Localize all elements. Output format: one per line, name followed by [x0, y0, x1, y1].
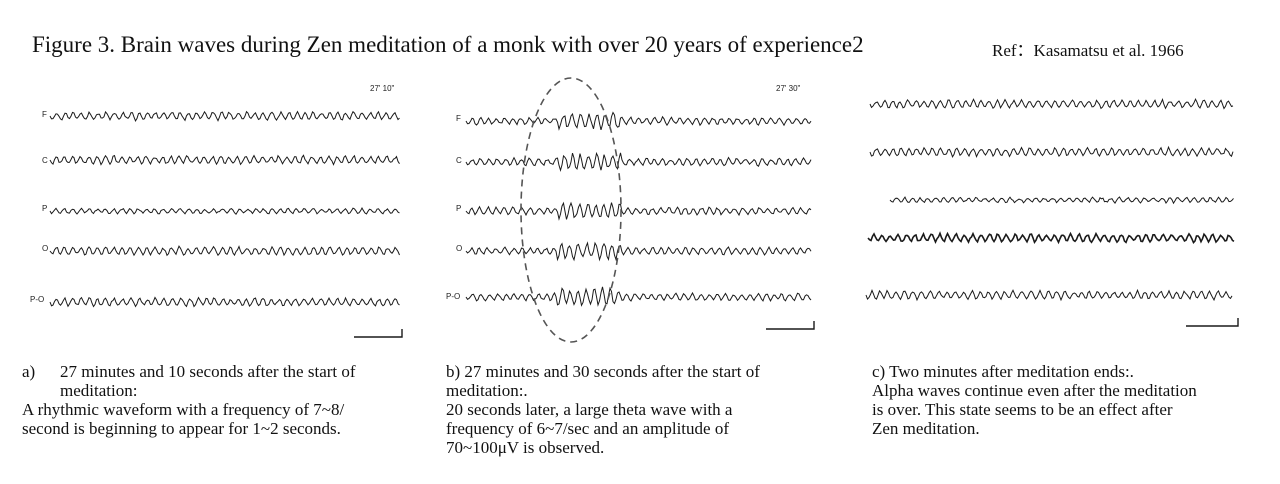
eeg-panel-b: 27' 30" F C P O P-O	[446, 77, 836, 350]
caption-a: a) 27 minutes and 10 seconds after the st…	[22, 362, 422, 438]
caption-a-body-1: A rhythmic waveform with a frequency of …	[22, 400, 345, 419]
eeg-trace-c	[465, 151, 812, 172]
channel-label-o: O	[456, 244, 463, 253]
eeg-panel-c	[865, 80, 1256, 350]
channel-label-c: C	[456, 156, 462, 165]
time-label-a: 27' 10"	[370, 84, 395, 93]
channel-label-p-o: P-O	[30, 295, 45, 304]
eeg-trace-4	[867, 231, 1235, 245]
scale-bar-a	[354, 329, 403, 338]
channel-label-f: F	[42, 110, 47, 119]
eeg-trace-o	[465, 241, 812, 262]
caption-c-line-3: is over. This state seems to be an effec…	[872, 400, 1173, 419]
channel-label-p: P	[456, 204, 462, 213]
eeg-traces-b	[465, 77, 815, 343]
eeg-traces-a	[49, 110, 403, 338]
caption-c: c) Two minutes after meditation ends:. A…	[872, 362, 1272, 438]
caption-b-line-4: frequency of 6~7/sec and an amplitude of	[446, 419, 729, 438]
eeg-trace-p	[49, 206, 400, 216]
eeg-trace-1	[869, 97, 1234, 110]
caption-b: b) 27 minutes and 30 seconds after the s…	[446, 362, 846, 457]
caption-b-line-1: b) 27 minutes and 30 seconds after the s…	[446, 362, 760, 381]
caption-c-line-1: c) Two minutes after meditation ends:.	[872, 362, 1134, 381]
eeg-trace-3	[889, 196, 1234, 205]
theta-burst-highlight-ellipse	[520, 77, 622, 343]
channel-label-p-o: P-O	[446, 292, 461, 301]
channel-label-p: P	[42, 204, 48, 213]
caption-marker-a: a)	[22, 362, 36, 381]
time-label-b: 27' 30"	[776, 84, 801, 93]
eeg-trace-p-o	[465, 286, 812, 307]
caption-a-heading-1: 27 minutes and 10 seconds after the star…	[60, 362, 356, 381]
channel-label-c: C	[42, 156, 48, 165]
eeg-trace-2	[869, 145, 1234, 158]
eeg-trace-f	[465, 111, 812, 131]
caption-c-line-4: Zen meditation.	[872, 419, 980, 438]
eeg-trace-f	[49, 110, 400, 123]
caption-b-line-2: meditation:.	[446, 381, 528, 400]
caption-a-body-2: second is beginning to appear for 1~2 se…	[22, 419, 341, 438]
channel-label-o: O	[42, 244, 49, 253]
eeg-panel-a: 27' 10" F C P O P-O	[28, 80, 418, 350]
eeg-trace-p-o	[49, 296, 400, 308]
channel-label-f: F	[456, 114, 461, 123]
reference-citation: Ref：Kasamatsu et al. 1966	[992, 41, 1184, 60]
caption-a-heading-2: meditation:	[60, 381, 138, 400]
eeg-trace-5	[865, 288, 1233, 302]
scale-bar-b	[766, 321, 815, 330]
eeg-trace-o	[49, 245, 400, 257]
scale-bar-c	[1186, 318, 1239, 327]
caption-c-line-2: Alpha waves continue even after the medi…	[872, 381, 1197, 400]
eeg-trace-c	[49, 154, 400, 166]
eeg-trace-p	[465, 201, 812, 221]
figure-title: Figure 3. Brain waves during Zen meditat…	[32, 32, 864, 57]
caption-b-line-3: 20 seconds later, a large theta wave wit…	[446, 400, 733, 419]
caption-b-line-5: 70~100μV is observed.	[446, 438, 605, 457]
eeg-traces-c	[865, 97, 1239, 327]
